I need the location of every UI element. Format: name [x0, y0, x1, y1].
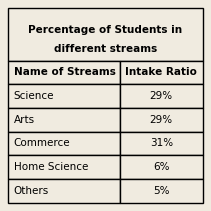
- Bar: [8, 155, 120, 179]
- Text: Percentage of Students in: Percentage of Students in: [28, 25, 183, 35]
- Text: Intake Ratio: Intake Ratio: [125, 67, 197, 77]
- Bar: [8, 61, 120, 84]
- Text: Commerce: Commerce: [14, 138, 70, 148]
- Text: Others: Others: [14, 186, 49, 196]
- Bar: [120, 155, 203, 179]
- Bar: [8, 131, 120, 155]
- Text: Science: Science: [14, 91, 54, 101]
- Bar: [120, 179, 203, 203]
- Bar: [8, 84, 120, 108]
- Bar: [120, 61, 203, 84]
- Text: Arts: Arts: [14, 115, 35, 125]
- Text: 5%: 5%: [153, 186, 170, 196]
- Text: 31%: 31%: [150, 138, 173, 148]
- Bar: [8, 8, 203, 61]
- Text: different streams: different streams: [54, 44, 157, 54]
- Bar: [8, 108, 120, 131]
- Bar: [120, 131, 203, 155]
- Text: 29%: 29%: [150, 115, 173, 125]
- Text: 6%: 6%: [153, 162, 170, 172]
- Text: 29%: 29%: [150, 91, 173, 101]
- Bar: [120, 108, 203, 131]
- Text: Name of Streams: Name of Streams: [14, 67, 116, 77]
- Bar: [8, 179, 120, 203]
- Bar: [120, 84, 203, 108]
- Text: Home Science: Home Science: [14, 162, 88, 172]
